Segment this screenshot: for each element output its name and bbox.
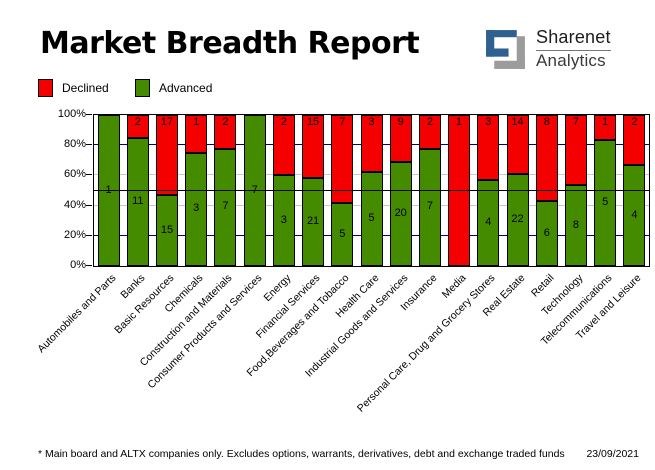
bar-advanced-segment <box>126 138 149 266</box>
bar-advanced-segment <box>302 177 325 266</box>
y-axis-tick-label: 40% <box>63 198 86 211</box>
bar-declined-segment <box>389 115 412 162</box>
bar-advanced-segment <box>185 152 208 266</box>
bar-advanced-segment <box>243 115 266 266</box>
bar-advanced-segment <box>418 148 441 266</box>
bar-value-label-declined: 2 <box>280 116 287 128</box>
bar-value-label-advanced: 7 <box>251 183 258 196</box>
bar-value-label-advanced: 3 <box>280 213 287 226</box>
bar-value-label-declined: 1 <box>456 116 463 128</box>
bar-value-label-advanced: 21 <box>306 214 320 227</box>
y-axis-tick-label: 80% <box>63 138 86 151</box>
bar-value-label-declined: 2 <box>134 116 141 128</box>
y-axis-tick <box>86 144 92 146</box>
logo-brand-name: Sharenet <box>536 27 611 52</box>
bar-value-label-declined: 9 <box>397 116 404 128</box>
bar-value-label-advanced: 15 <box>160 223 174 236</box>
bar-value-label-declined: 7 <box>572 116 580 128</box>
bar-value-label-advanced: 5 <box>602 196 609 209</box>
bar-advanced-segment <box>564 185 587 266</box>
bar-value-label-advanced: 8 <box>572 218 580 231</box>
bar-value-label-declined: 3 <box>485 116 492 128</box>
bar-advanced-segment <box>623 165 646 266</box>
midline-50-percent <box>94 189 649 191</box>
bar-declined-segment <box>360 115 383 172</box>
y-axis-tick-label: 100% <box>57 108 86 120</box>
bar-value-label-declined: 2 <box>631 116 638 128</box>
footnote: * Main board and ALTX companies only. Ex… <box>38 448 565 460</box>
y-axis-tick <box>86 204 92 206</box>
bar-value-label-declined: 15 <box>306 116 320 128</box>
bar-value-label-advanced: 4 <box>485 215 492 228</box>
bar-value-label-advanced: 3 <box>193 202 200 215</box>
bar-value-label-advanced: 4 <box>631 208 638 221</box>
plot-area: 1 11 2 15 17 3 1 7 2 7 3 2 21 15 5 7 5 3 20 9 7 2 1 4 3 22 14 6 8 8 7 5… <box>93 114 650 267</box>
bar-advanced-segment <box>97 115 120 266</box>
bar-declined-segment <box>506 115 529 174</box>
bar-value-label-declined: 3 <box>368 116 375 128</box>
legend-swatch-declined <box>38 79 53 97</box>
sharenet-logo: Sharenet Analytics <box>483 27 611 72</box>
bar-value-label-declined: 1 <box>602 116 609 128</box>
bar-advanced-segment <box>156 195 179 266</box>
bar-advanced-segment <box>389 161 412 266</box>
bar-declined-segment <box>272 115 295 176</box>
bar-declined-segment <box>623 115 646 166</box>
logo-text: Sharenet Analytics <box>536 27 611 71</box>
bar-declined-segment <box>302 115 325 178</box>
y-axis-tick <box>86 265 92 266</box>
bar-declined-segment <box>564 115 587 186</box>
bar-value-label-declined: 2 <box>222 116 229 128</box>
bar-advanced-segment <box>477 179 500 266</box>
bar-value-label-advanced: 20 <box>394 206 407 219</box>
y-axis-tick <box>86 174 92 176</box>
legend-label-declined: Declined <box>62 81 109 95</box>
bar-declined-segment <box>477 115 500 180</box>
bar-value-label-declined: 7 <box>339 116 346 128</box>
bar-value-label-advanced: 5 <box>368 211 375 224</box>
bar-value-label-advanced: 5 <box>339 227 346 240</box>
bar-declined-segment <box>594 115 617 141</box>
bar-advanced-segment <box>272 175 295 266</box>
bar-advanced-segment <box>214 148 237 266</box>
bar-value-label-advanced: 7 <box>222 200 229 213</box>
logo-sub-name: Analytics <box>536 51 606 71</box>
bar-value-label-declined: 17 <box>160 116 174 128</box>
bar-value-label-declined: 2 <box>426 116 433 128</box>
legend-label-advanced: Advanced <box>159 81 213 95</box>
sharenet-logo-mark-icon <box>486 30 525 69</box>
bar-advanced-segment <box>594 140 617 266</box>
bar-declined-segment <box>535 115 558 202</box>
legend-item-advanced: Advanced <box>135 79 212 97</box>
legend-item-declined: Declined <box>38 79 109 97</box>
bar-advanced-segment <box>331 203 354 266</box>
bar-value-label-declined: 8 <box>543 116 550 128</box>
x-axis-labels: Automobiles and Parts Banks Basic Resource… <box>35 267 648 437</box>
bar-advanced-segment <box>535 201 558 266</box>
y-axis-tick-label: 20% <box>63 228 86 241</box>
bar-value-label-advanced: 1 <box>105 183 112 196</box>
bar-value-label-advanced: 7 <box>426 200 433 213</box>
bar-declined-segment <box>331 115 354 204</box>
report-date: 23/09/2021 <box>586 448 639 460</box>
bar-value-label-advanced: 6 <box>543 226 550 239</box>
y-axis-tick-label: 0% <box>70 259 86 271</box>
y-axis-tick <box>86 234 92 236</box>
bar-advanced-segment <box>360 171 383 266</box>
bar-declined-segment <box>214 115 237 149</box>
y-axis-tick <box>86 114 92 115</box>
bar-value-label-advanced: 22 <box>511 212 524 225</box>
bar-declined-segment <box>156 115 179 196</box>
page-title: Market Breadth Report <box>40 26 420 61</box>
bar-value-label-declined: 14 <box>511 116 524 128</box>
bar-declined-segment <box>185 115 208 153</box>
y-axis-tick-label: 60% <box>63 168 86 181</box>
bar-declined-segment <box>418 115 441 149</box>
bar-advanced-segment <box>506 173 529 266</box>
bar-value-label-declined: 1 <box>193 116 200 128</box>
bar-value-label-advanced: 11 <box>132 195 144 208</box>
legend-swatch-advanced <box>135 79 150 97</box>
bar-declined-segment <box>126 115 149 139</box>
bar-declined-segment <box>448 115 471 266</box>
